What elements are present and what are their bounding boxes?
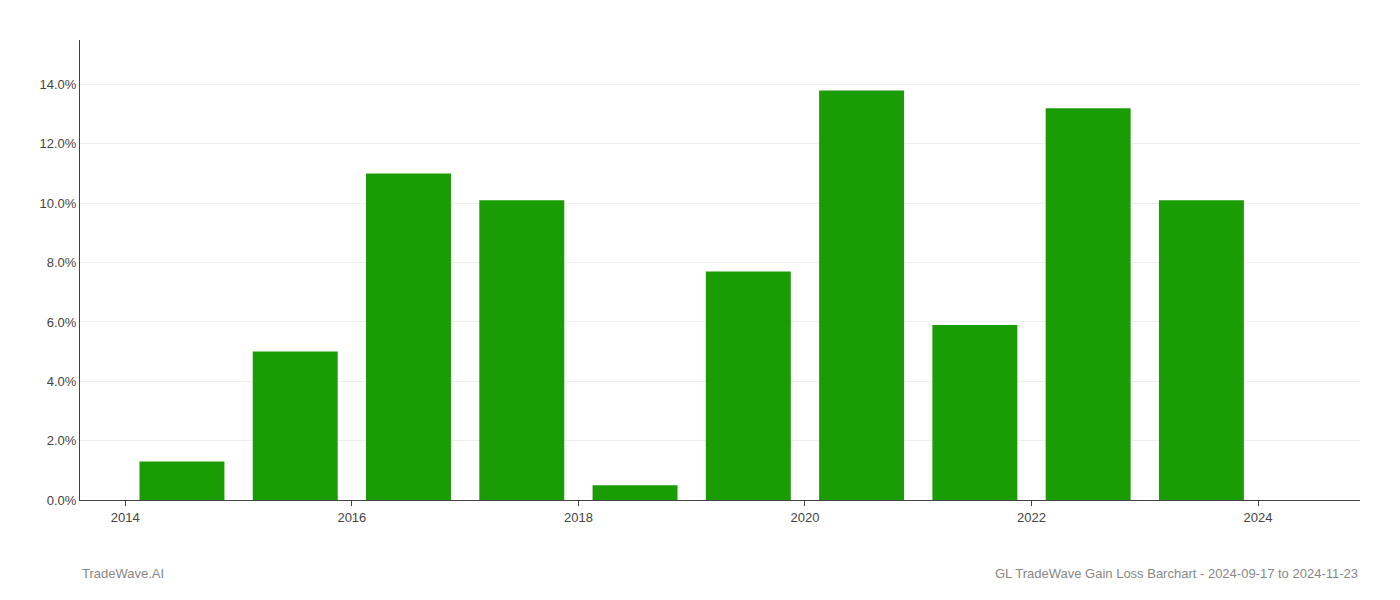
svg-text:2014: 2014 [111, 510, 140, 525]
svg-text:2018: 2018 [564, 510, 593, 525]
svg-text:8.0%: 8.0% [47, 255, 77, 270]
svg-text:GL TradeWave Gain Loss Barchar: GL TradeWave Gain Loss Barchart - 2024-0… [995, 566, 1358, 581]
svg-text:12.0%: 12.0% [40, 136, 77, 151]
svg-text:2.0%: 2.0% [47, 433, 77, 448]
svg-text:2016: 2016 [337, 510, 366, 525]
svg-text:10.0%: 10.0% [40, 196, 77, 211]
svg-text:14.0%: 14.0% [40, 77, 77, 92]
svg-text:6.0%: 6.0% [47, 314, 77, 329]
svg-text:0.0%: 0.0% [47, 493, 77, 508]
svg-text:2022: 2022 [1017, 510, 1046, 525]
svg-text:2024: 2024 [1244, 510, 1273, 525]
svg-text:TradeWave.AI: TradeWave.AI [82, 566, 164, 581]
svg-text:4.0%: 4.0% [47, 374, 77, 389]
svg-text:2020: 2020 [790, 510, 819, 525]
